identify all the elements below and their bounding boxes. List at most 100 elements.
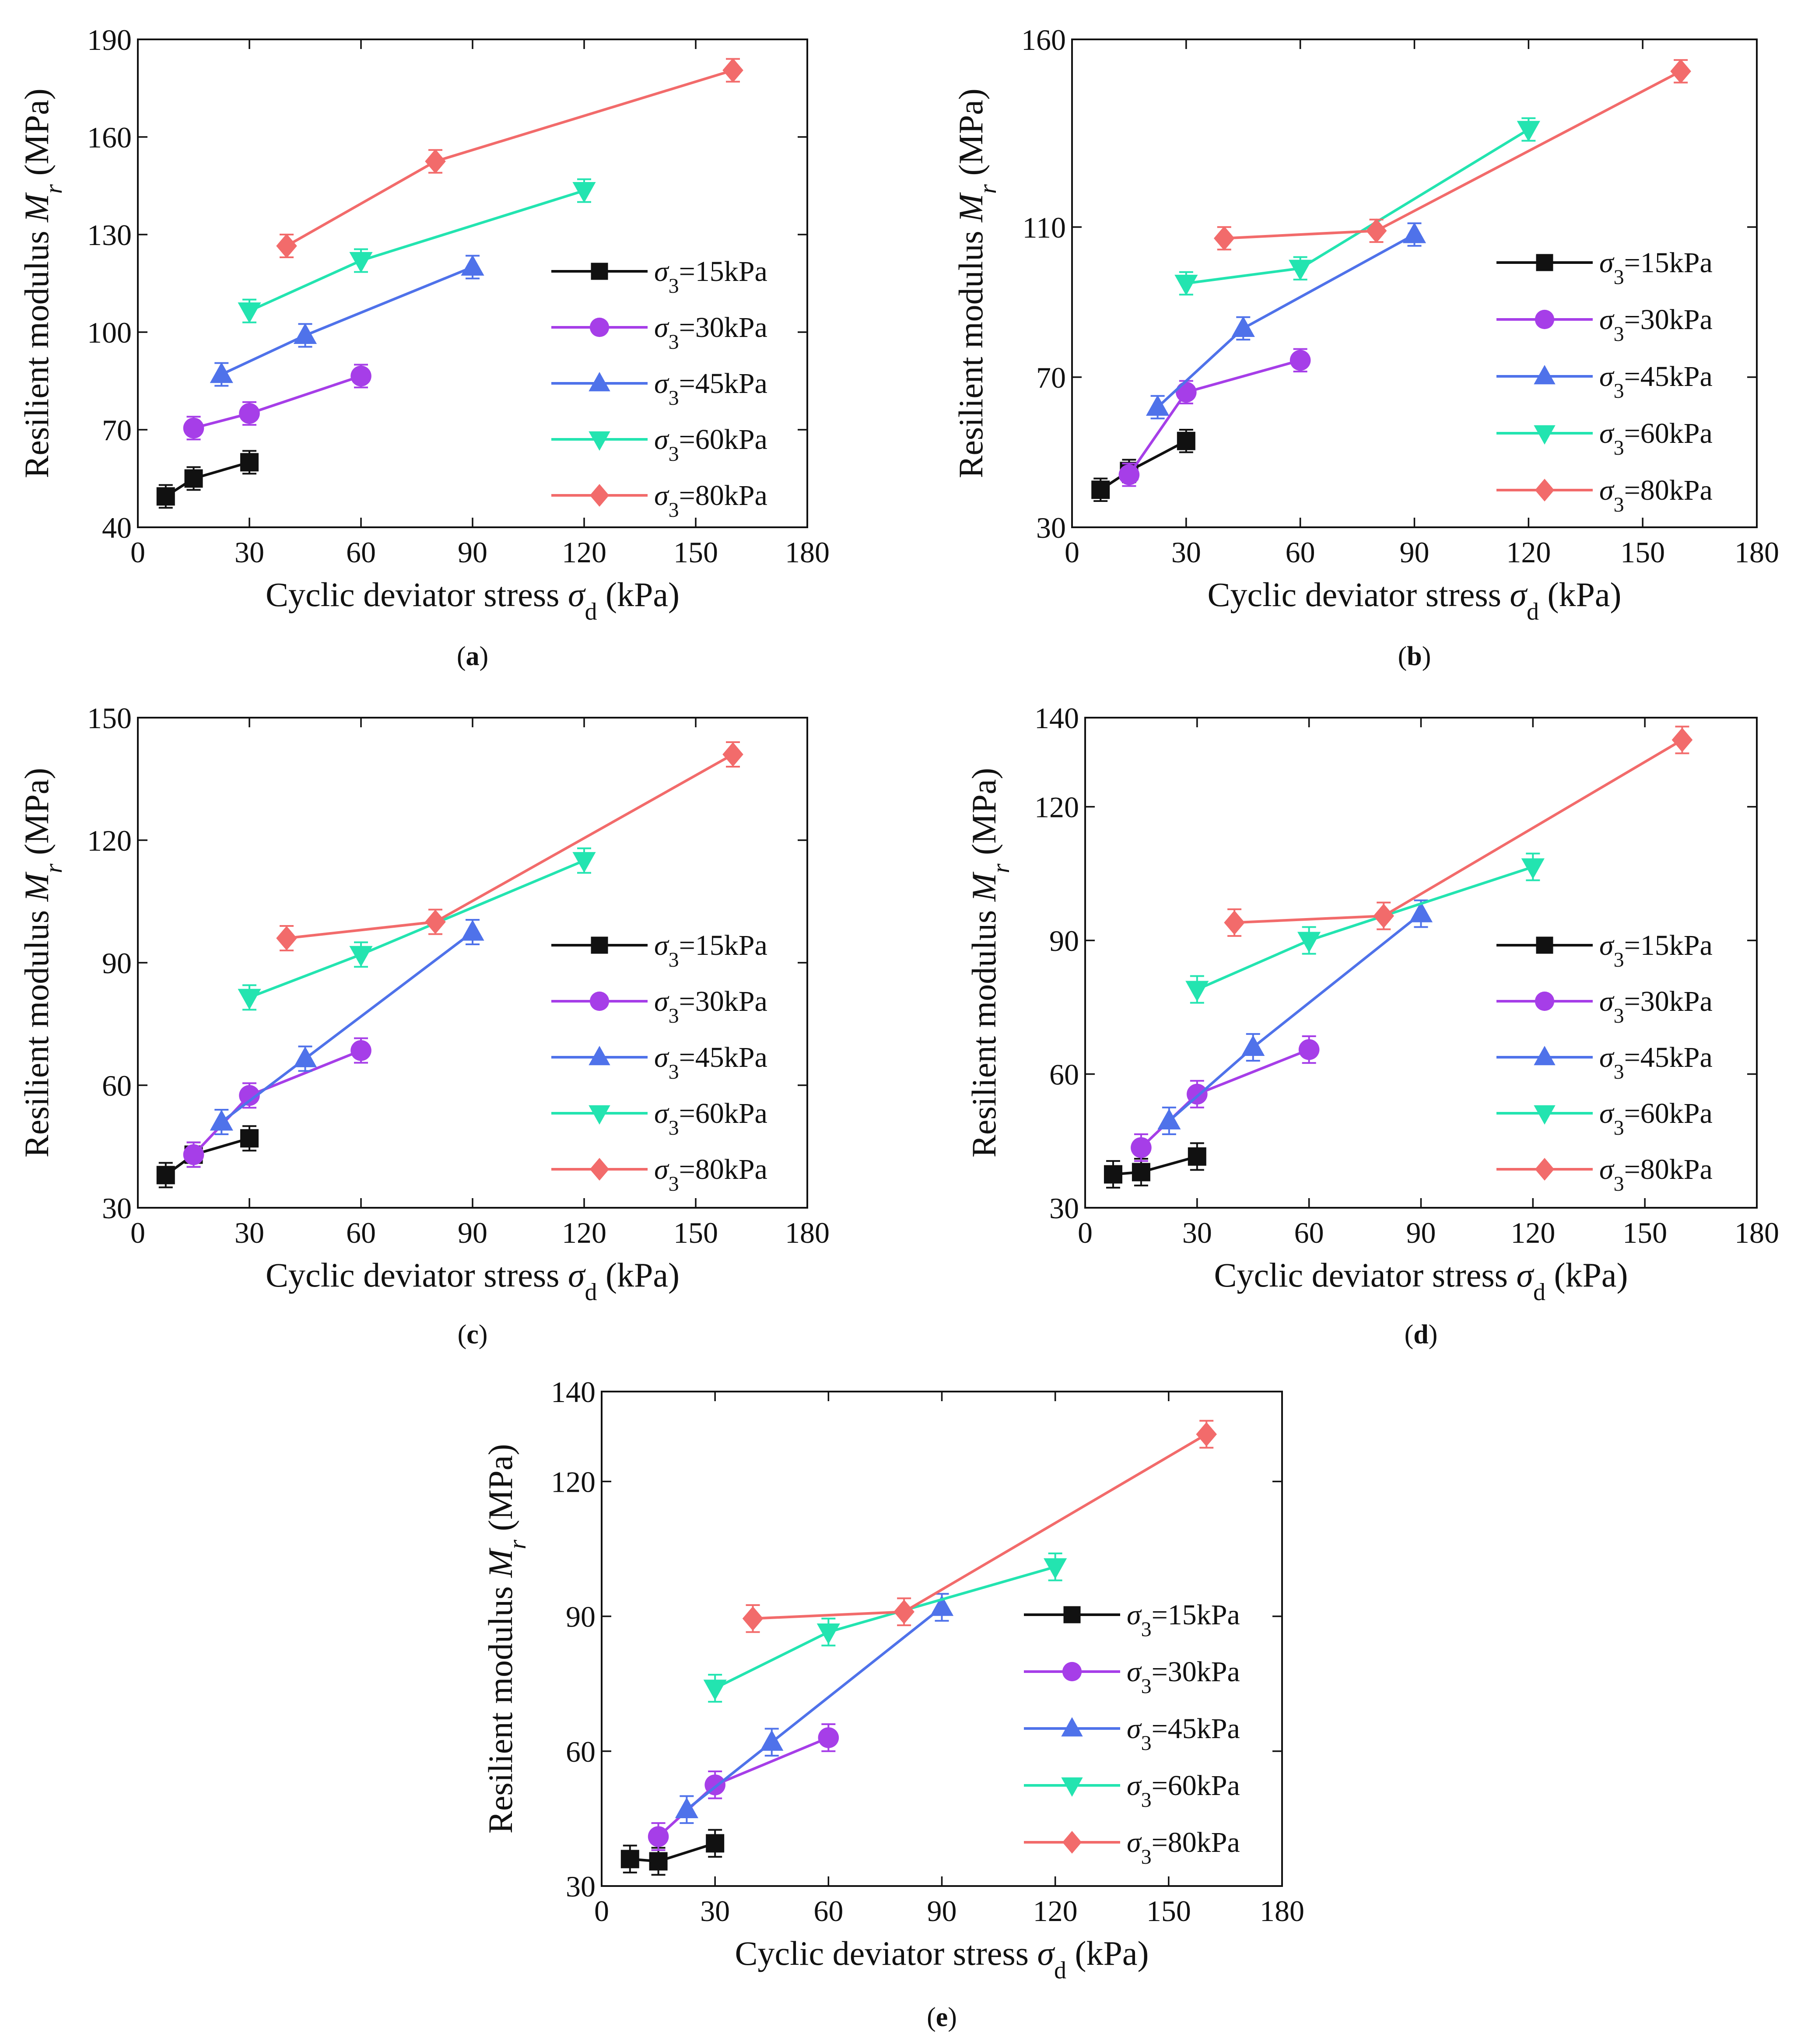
series-3	[210, 919, 484, 1135]
legend-item: σ3=30kPa	[1496, 985, 1713, 1027]
x-tick-label: 0	[1065, 536, 1079, 569]
data-point	[210, 1110, 233, 1131]
x-tick-label: 90	[927, 1894, 957, 1928]
data-point	[239, 1085, 260, 1106]
series-4	[1185, 852, 1545, 1004]
x-tick-label: 90	[458, 536, 487, 569]
legend-label: σ3=15kPa	[1127, 1599, 1240, 1641]
data-point	[240, 453, 259, 472]
series-4	[1174, 117, 1540, 296]
data-point	[293, 323, 317, 344]
series-2	[1131, 1035, 1320, 1162]
data-point	[1196, 1422, 1217, 1447]
data-point	[572, 182, 596, 203]
legend-marker	[589, 317, 610, 337]
legend-item: σ3=15kPa	[551, 929, 767, 971]
chart-panel-a: 0 30 60 90 120 150 180 40 70 100 130 160 190 Cyclic d…	[18, 23, 830, 671]
data-point	[1517, 121, 1540, 142]
x-tick-label: 60	[1294, 1216, 1324, 1249]
legend-marker	[1535, 479, 1555, 501]
y-tick-label: 120	[551, 1465, 596, 1498]
data-point	[722, 742, 743, 767]
legend-marker	[1534, 425, 1556, 445]
legend-marker	[589, 1105, 610, 1125]
data-point	[350, 1040, 371, 1061]
y-tick-label: 120	[1034, 791, 1079, 824]
legend-marker	[1536, 936, 1553, 954]
legend-marker	[1535, 1158, 1555, 1181]
data-point	[293, 1046, 317, 1067]
legend-label: σ3=45kPa	[1599, 1041, 1713, 1083]
legend-item: σ3=30kPa	[551, 312, 767, 354]
series-5	[276, 58, 743, 259]
series-1	[1104, 1142, 1206, 1189]
data-point	[183, 417, 204, 439]
series-1	[620, 1829, 725, 1876]
series-line	[1140, 1048, 1310, 1149]
series-3	[1146, 222, 1426, 420]
data-point	[156, 1166, 175, 1185]
legend-item: σ3=45kPa	[1024, 1713, 1240, 1755]
data-point	[722, 58, 743, 83]
data-point	[1231, 316, 1255, 337]
legend-item: σ3=60kPa	[1024, 1770, 1240, 1812]
legend-label: σ3=15kPa	[1599, 929, 1713, 971]
data-point	[461, 920, 484, 941]
x-tick-label: 120	[1506, 536, 1551, 569]
x-axis-label: Cyclic deviator stress σd (kPa)	[1214, 1256, 1628, 1306]
legend-marker	[591, 263, 608, 280]
legend-marker	[1534, 1105, 1556, 1125]
legend-item: σ3=45kPa	[1496, 1041, 1713, 1083]
legend-label: σ3=60kPa	[654, 1097, 767, 1139]
y-tick-label: 60	[102, 1069, 132, 1102]
data-point	[1044, 1558, 1067, 1579]
y-tick-label: 140	[551, 1375, 596, 1409]
x-tick-label: 30	[235, 536, 264, 569]
y-tick-label: 160	[1021, 23, 1066, 56]
data-point	[349, 252, 373, 273]
legend-item: σ3=80kPa	[1024, 1827, 1240, 1869]
data-point	[238, 302, 261, 323]
x-tick-label: 150	[673, 536, 718, 569]
data-point	[675, 1797, 698, 1818]
legend-marker	[589, 484, 610, 507]
data-point	[816, 1623, 840, 1644]
data-point	[239, 403, 260, 424]
legend-label: σ3=30kPa	[654, 985, 767, 1027]
series-line	[249, 859, 585, 999]
data-point	[1104, 1165, 1122, 1184]
y-tick-label: 140	[1034, 701, 1079, 735]
y-tick-label: 30	[1036, 511, 1066, 544]
legend-marker	[589, 991, 610, 1011]
data-point	[425, 149, 446, 174]
legend-item: σ3=60kPa	[551, 1097, 767, 1139]
data-point	[1213, 226, 1235, 251]
legend-item: σ3=60kPa	[1496, 417, 1713, 459]
legend-marker	[1061, 1777, 1083, 1797]
x-tick-label: 0	[130, 1216, 145, 1249]
data-point	[1521, 858, 1545, 880]
y-tick-label: 100	[87, 316, 132, 349]
legend-label: σ3=15kPa	[1599, 247, 1713, 289]
series-2	[648, 1723, 839, 1851]
y-axis-label: Resilient modulus Mr (MPa)	[952, 88, 1002, 478]
y-tick-label: 110	[1023, 211, 1066, 244]
y-tick-label: 160	[87, 121, 132, 154]
legend-label: σ3=60kPa	[1599, 1097, 1713, 1139]
y-tick-label: 120	[87, 824, 132, 857]
y-axis-label: Resilient modulus Mr (MPa)	[18, 768, 67, 1158]
legend-label: σ3=15kPa	[654, 256, 767, 298]
series-line	[1156, 233, 1415, 408]
legend-label: σ3=60kPa	[1599, 417, 1713, 459]
data-point	[1132, 1163, 1150, 1182]
x-tick-label: 0	[130, 536, 145, 569]
legend-label: σ3=30kPa	[1599, 304, 1713, 346]
x-tick-label: 180	[785, 1216, 830, 1249]
series-5	[742, 1420, 1217, 1633]
legend-item: σ3=80kPa	[1496, 474, 1713, 516]
data-point	[183, 1144, 204, 1165]
x-tick-label: 180	[1734, 1216, 1779, 1249]
y-tick-label: 90	[566, 1600, 596, 1634]
